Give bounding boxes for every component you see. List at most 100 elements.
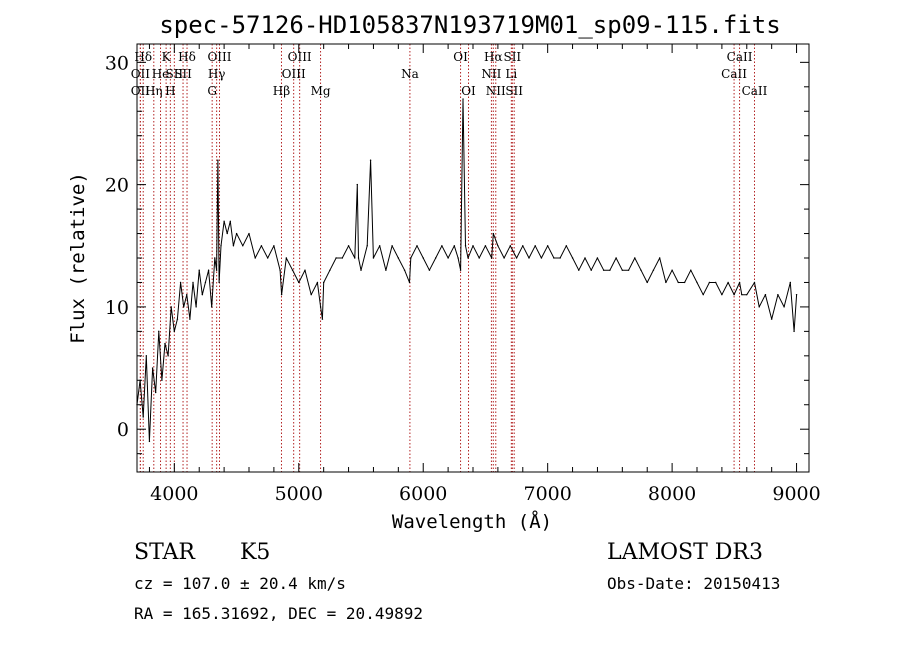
line-marker-label-6: SII bbox=[165, 67, 183, 81]
spectrum-point-89 bbox=[509, 245, 512, 247]
spectrum-point-26 bbox=[215, 269, 218, 271]
line-marker-label-22: NII bbox=[481, 67, 501, 81]
spectrum-point-70 bbox=[416, 245, 418, 247]
x-tick-label-2: 6000 bbox=[399, 483, 447, 505]
spectrum-point-18 bbox=[192, 281, 194, 284]
spectrum-point-135 bbox=[789, 281, 792, 284]
spectrum-point-2 bbox=[142, 416, 144, 418]
spectrum-point-100 bbox=[578, 269, 580, 271]
redshift-info: cz = 107.0 ± 20.4 km/s bbox=[134, 574, 346, 593]
spectrum-point-57 bbox=[356, 183, 358, 186]
spectrum-point-50 bbox=[321, 318, 324, 320]
spectrum-point-93 bbox=[534, 245, 536, 247]
spectrum-point-83 bbox=[478, 257, 480, 259]
x-tick-label-5: 9000 bbox=[772, 483, 820, 505]
spectrum-point-11 bbox=[170, 306, 172, 308]
line-marker-label-24: NII bbox=[486, 84, 506, 98]
line-marker-label-16: Mg bbox=[311, 84, 331, 98]
spectrum-point-72 bbox=[428, 269, 431, 271]
spectrum-point-69 bbox=[410, 257, 412, 259]
plot-frame bbox=[136, 43, 810, 473]
spectrum-point-92 bbox=[528, 257, 530, 259]
spectrum-point-71 bbox=[422, 257, 424, 259]
spectrum-point-29 bbox=[220, 245, 222, 247]
spectrum-point-94 bbox=[540, 257, 543, 259]
spectrum-point-130 bbox=[758, 306, 760, 308]
spectrum-point-90 bbox=[515, 257, 518, 259]
x-tick-label-3: 7000 bbox=[523, 483, 571, 505]
spectrum-point-24 bbox=[210, 306, 213, 308]
spectrum-point-134 bbox=[783, 306, 785, 308]
spectrum-point-58 bbox=[357, 257, 360, 259]
line-marker-label-7: H bbox=[165, 84, 175, 98]
y-tick-label-3: 30 bbox=[105, 52, 129, 74]
spectrum-point-59 bbox=[360, 269, 362, 271]
spectrum-point-3 bbox=[145, 355, 148, 357]
spectrum-point-30 bbox=[223, 220, 225, 223]
line-marker-label-0: Hδ bbox=[134, 50, 152, 64]
spectrum-series bbox=[136, 98, 798, 443]
spectrum-point-119 bbox=[696, 281, 698, 284]
spectrum-point-48 bbox=[316, 281, 319, 284]
spectrum-point-126 bbox=[738, 281, 741, 284]
spectrum-point-23 bbox=[207, 269, 210, 271]
spectrum-point-20 bbox=[198, 269, 200, 271]
x-tick-label-0: 4000 bbox=[150, 483, 198, 505]
spectrum-point-39 bbox=[266, 257, 269, 259]
line-marker-label-8: Hδ bbox=[178, 50, 196, 64]
spectrum-point-117 bbox=[683, 281, 686, 284]
spectrum-point-106 bbox=[615, 257, 617, 259]
spectrum-point-86 bbox=[492, 232, 494, 235]
y-tick-label-1: 10 bbox=[105, 297, 129, 319]
line-marker-label-9: SII bbox=[174, 67, 192, 81]
line-marker-label-17: Na bbox=[401, 67, 419, 81]
line-marker-label-19: OI bbox=[461, 84, 476, 98]
spectrum-point-9 bbox=[164, 342, 166, 345]
spectrum-point-38 bbox=[260, 245, 263, 247]
line-marker-label-25: SII bbox=[505, 84, 523, 98]
spectrum-point-99 bbox=[571, 257, 574, 259]
spectrum-point-129 bbox=[753, 281, 756, 284]
y-tick-label-0: 0 bbox=[117, 419, 129, 441]
observation-date: Obs-Date: 20150413 bbox=[607, 574, 780, 593]
spectrum-point-51 bbox=[322, 281, 325, 284]
survey-name: LAMOST DR3 bbox=[607, 540, 763, 565]
line-marker-label-27: CaII bbox=[721, 67, 747, 81]
spectrum-line bbox=[136, 98, 798, 442]
spectrum-point-131 bbox=[764, 293, 767, 296]
spectrum-point-123 bbox=[721, 293, 723, 296]
spectrum-point-133 bbox=[777, 293, 779, 296]
line-marker-label-1: OII bbox=[131, 67, 151, 81]
spectrum-point-45 bbox=[298, 281, 300, 284]
y-tick-label-2: 20 bbox=[105, 175, 129, 197]
spectrum-point-17 bbox=[189, 318, 191, 320]
spectrum-point-95 bbox=[546, 245, 549, 247]
spectrum-point-91 bbox=[522, 245, 524, 247]
line-marker-label-3: He bbox=[152, 67, 170, 81]
spectrum-point-102 bbox=[590, 269, 592, 271]
spectrum-point-16 bbox=[186, 293, 188, 296]
spectrum-point-4 bbox=[148, 440, 151, 443]
spectrum-point-41 bbox=[279, 269, 281, 271]
spectrum-point-52 bbox=[329, 269, 331, 271]
spectrum-point-19 bbox=[195, 306, 197, 308]
spectrum-point-136 bbox=[793, 330, 795, 333]
spectrum-point-42 bbox=[280, 293, 283, 296]
spectrum-point-78 bbox=[459, 269, 462, 271]
spectrum-point-12 bbox=[173, 330, 176, 333]
spectrum-point-115 bbox=[671, 269, 673, 271]
spectrum-point-114 bbox=[665, 281, 667, 284]
y-axis-label: Flux (relative) bbox=[67, 172, 89, 344]
object-subclass: K5 bbox=[240, 540, 270, 565]
line-marker-label-15: Hβ bbox=[273, 84, 290, 98]
spectrum-point-116 bbox=[677, 281, 680, 284]
spectrum-point-28 bbox=[218, 281, 220, 284]
spectrum-point-64 bbox=[385, 269, 387, 271]
spectrum-point-13 bbox=[176, 318, 179, 320]
spectrum-point-113 bbox=[658, 257, 661, 259]
spectrum-point-110 bbox=[640, 269, 642, 271]
x-tick-label-1: 5000 bbox=[275, 483, 323, 505]
spectrum-point-96 bbox=[553, 257, 555, 259]
